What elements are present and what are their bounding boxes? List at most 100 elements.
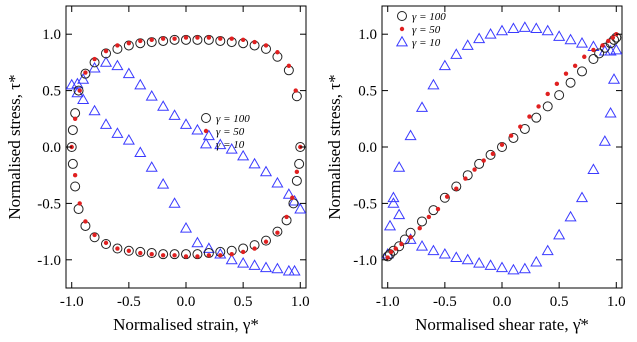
left-series-1-point: [293, 88, 298, 93]
right-legend-marker-0: [397, 11, 407, 21]
right-series-1-point: [444, 194, 450, 199]
right-series-2-point: [607, 73, 621, 84]
left-series-2-point: [111, 59, 124, 71]
left-series-1-point: [229, 251, 234, 257]
right-series-0-point: [474, 158, 485, 169]
left-series-2-point: [145, 161, 158, 172]
left-series-1-point: [138, 250, 143, 256]
right-x-tick-label: 0.5: [550, 294, 569, 310]
left-series-2-point: [157, 178, 170, 189]
left-series-1-point: [263, 239, 269, 244]
left-series-0-point: [73, 85, 84, 96]
right-series-0-point: [485, 149, 496, 160]
left-series-1-point: [275, 230, 280, 235]
right-x-tick-label: -1.0: [376, 294, 400, 310]
right-series-1-point: [481, 158, 486, 163]
right-y-tick-label: 0.5: [358, 84, 377, 100]
left-series-1-point: [240, 249, 246, 255]
right-series-1-point: [393, 246, 398, 251]
right-series-2-point: [604, 106, 617, 118]
left-series-2-point: [134, 78, 147, 90]
left-series-0-point: [70, 108, 81, 119]
left-series-1-point: [183, 35, 189, 40]
right-series-2-point: [564, 33, 577, 45]
left-series-2-point: [225, 143, 238, 154]
right-series-1-point: [591, 47, 596, 53]
right-series-0-point: [417, 216, 427, 227]
left-series-2-point: [294, 202, 307, 214]
left-series-1-point: [252, 246, 257, 251]
right-series-1-point: [606, 38, 611, 44]
left-series-2-point: [237, 149, 250, 161]
left-series-1-point: [263, 43, 269, 48]
right-series-0-point: [497, 142, 507, 152]
left-series-1-point: [294, 169, 300, 175]
left-series-0-point: [169, 249, 180, 260]
left-series-0-point: [158, 35, 169, 46]
right-series-2-point: [461, 253, 474, 265]
left-series-0-point: [146, 37, 157, 48]
left-series-0-point: [112, 243, 123, 254]
left-series-0-point: [261, 235, 271, 246]
right-series-0-point: [594, 48, 605, 59]
left-series-1-point: [103, 48, 109, 54]
left-series-0-point: [123, 245, 134, 256]
left-series-2-point: [77, 93, 90, 105]
right-series-0-point: [439, 192, 450, 203]
left-series-0-point: [73, 204, 84, 215]
left-series-1-point: [126, 41, 132, 46]
left-series-1-point: [195, 254, 200, 259]
right-legend-marker-1: [399, 26, 405, 32]
right-series-2-point: [553, 228, 566, 240]
left-series-1-point: [160, 253, 166, 258]
left-series-2-point: [191, 236, 204, 248]
right-series-2-point: [530, 255, 543, 267]
right-series-1-point: [463, 176, 468, 181]
left-x-tick-label: 0.0: [177, 294, 196, 310]
left-series-1-point: [126, 248, 132, 253]
left-legend-label-1: γ = 50: [216, 126, 245, 138]
left-chart: -1.0 -0.5 0.0 0.5 1.0 -1.0 -0.5 0.0 0.5 1.0 Norma…: [5, 5, 310, 334]
right-series-0-point: [399, 234, 410, 245]
left-series-2-point: [122, 134, 135, 145]
left-x-tick-label: 0.5: [234, 294, 253, 310]
right-series-2-point: [587, 163, 600, 174]
left-series-1-point: [160, 36, 166, 41]
right-x-tick-label: 0.0: [493, 294, 512, 310]
left-series-2-point: [99, 118, 113, 129]
right-series-2-point: [575, 191, 589, 203]
right-series-1-point: [600, 43, 605, 48]
left-series-1-point: [92, 56, 97, 62]
left-series-1-point: [218, 36, 223, 41]
left-series-2-point: [88, 61, 101, 73]
left-series-0-point: [123, 40, 134, 51]
right-series-2-point: [610, 43, 623, 55]
left-series-2-point: [271, 262, 284, 274]
left-series-2-point: [288, 264, 301, 276]
left-series-2-point: [179, 118, 193, 129]
right-series-1-point: [408, 235, 413, 240]
left-series-2: [65, 56, 307, 276]
right-series-1-point: [563, 71, 569, 76]
left-series-2-point: [145, 90, 158, 101]
right-legend-marker-2: [395, 35, 409, 47]
left-series-2-point: [134, 146, 147, 158]
right-series-1-point: [554, 81, 560, 87]
left-y-axis-label: Normalised stress, τ*: [5, 74, 24, 219]
right-legend-label-1: γ = 50: [412, 24, 441, 36]
right-series-2-point: [484, 259, 497, 270]
left-series-1: [69, 35, 303, 259]
right-series-1-point: [399, 241, 404, 247]
left-series-0-point: [181, 249, 191, 260]
right-series-2-point: [507, 22, 520, 33]
right-series-2-point: [450, 251, 463, 262]
left-series-1-point: [218, 253, 223, 258]
right-series-0-point: [451, 181, 462, 192]
left-series-0-point: [135, 246, 146, 257]
right-series-1-point: [536, 104, 541, 109]
right-series-1-point: [435, 206, 441, 212]
right-series-1-point: [545, 91, 550, 97]
right-series-2-point: [484, 27, 497, 39]
right-series-0-point: [605, 38, 616, 49]
left-y-tick-label: -1.0: [37, 253, 61, 269]
